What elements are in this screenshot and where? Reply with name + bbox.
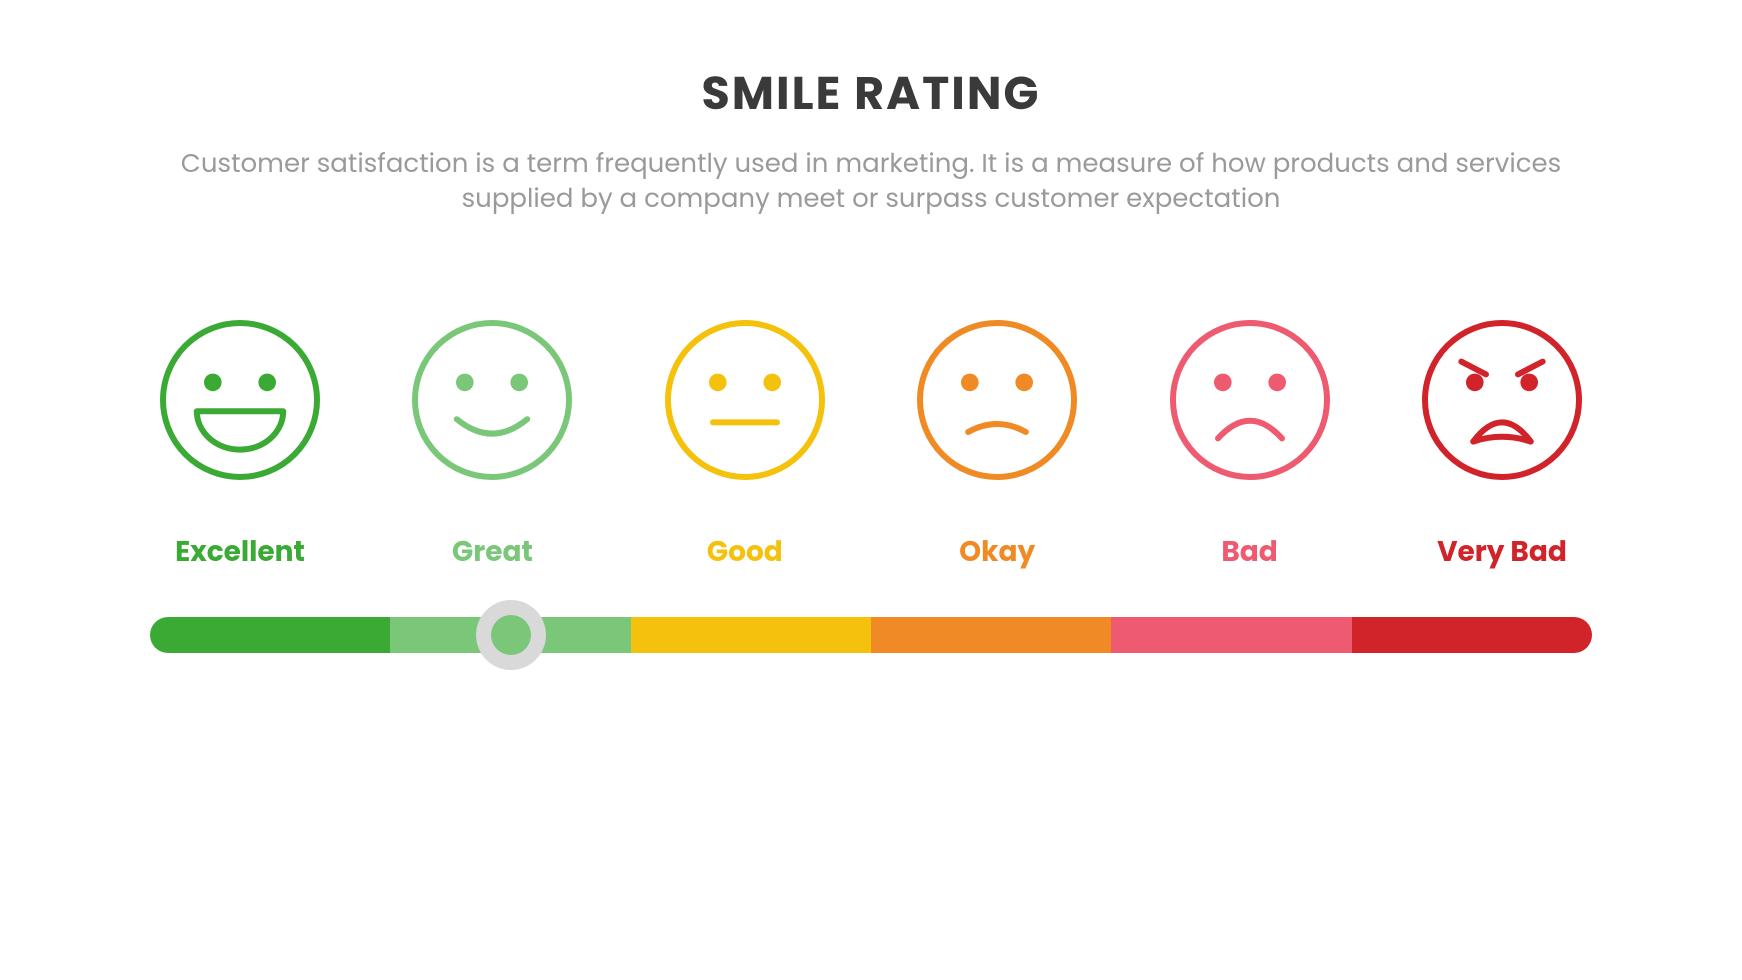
excellent-face-icon [160,320,320,487]
slider-segment [871,617,1111,653]
bad-face-icon [1170,320,1330,487]
rating-faces-row: Excellent Great Good Okay Bad Very B [140,320,1602,573]
rating-option[interactable]: Okay [897,320,1097,573]
rating-label: Excellent [175,531,305,573]
okay-face-icon [917,320,1077,487]
rating-option[interactable]: Very Bad [1402,320,1602,573]
rating-option[interactable]: Bad [1150,320,1350,573]
rating-label: Great [452,531,533,573]
rating-option[interactable]: Good [645,320,845,573]
slider-segment [1352,617,1592,653]
page-subtitle: Customer satisfaction is a term frequent… [161,147,1581,217]
slider-segment [631,617,871,653]
infographic-canvas: SMILE RATING Customer satisfaction is a … [0,0,1742,980]
good-face-icon [665,320,825,487]
rating-label: Okay [959,531,1035,573]
slider-thumb-inner [491,615,531,655]
rating-label: Good [707,531,783,573]
slider-thumb[interactable] [476,600,546,670]
great-face-icon [412,320,572,487]
rating-label: Bad [1221,531,1277,573]
header: SMILE RATING Customer satisfaction is a … [0,60,1742,217]
slider-segment [1111,617,1351,653]
rating-label: Very Bad [1437,531,1567,573]
rating-option[interactable]: Great [392,320,592,573]
slider-segment [150,617,390,653]
verybad-face-icon [1422,320,1582,487]
page-title: SMILE RATING [0,60,1742,129]
slider-track [150,617,1592,653]
rating-slider[interactable] [150,600,1592,670]
rating-option[interactable]: Excellent [140,320,340,573]
